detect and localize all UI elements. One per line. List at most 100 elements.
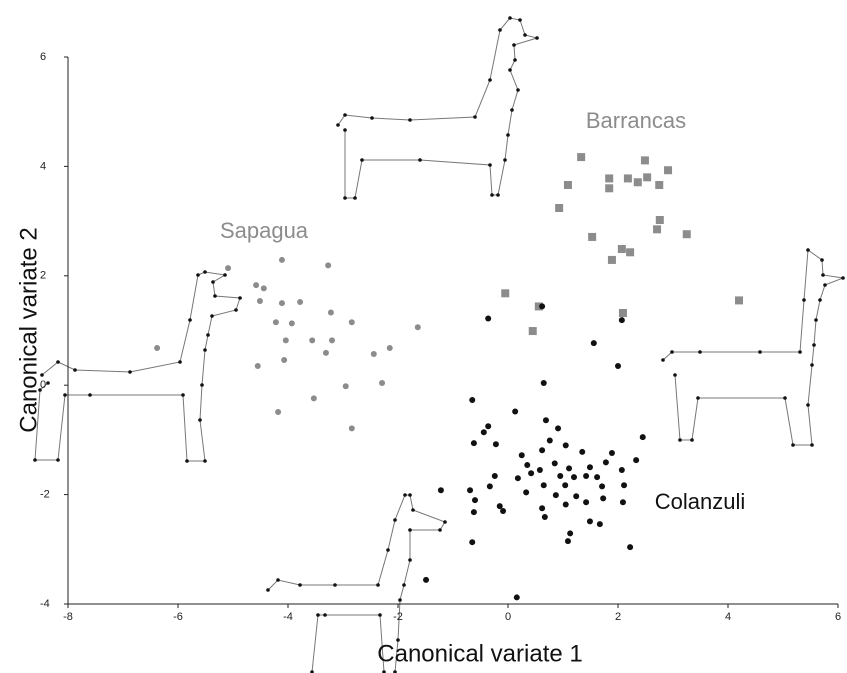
- llama-outline: [35, 272, 240, 461]
- point: [543, 417, 549, 423]
- point: [587, 464, 593, 470]
- point: [597, 521, 603, 527]
- point: [563, 442, 569, 448]
- point: [541, 482, 547, 488]
- point: [297, 299, 303, 305]
- point: [605, 184, 613, 192]
- point: [523, 489, 529, 495]
- x-tick-label: -6: [173, 611, 183, 623]
- point: [514, 594, 520, 600]
- point: [565, 538, 571, 544]
- llama-outline: [663, 250, 843, 445]
- point: [587, 518, 593, 524]
- point: [563, 501, 569, 507]
- point: [619, 317, 625, 323]
- point: [664, 166, 672, 174]
- point: [619, 309, 627, 317]
- point: [471, 440, 477, 446]
- point: [542, 514, 548, 520]
- point: [627, 544, 633, 550]
- point: [472, 497, 478, 503]
- point: [552, 460, 558, 466]
- point: [283, 337, 289, 343]
- point: [261, 285, 267, 291]
- point: [387, 345, 393, 351]
- point: [349, 319, 355, 325]
- point: [539, 447, 545, 453]
- point: [608, 256, 616, 264]
- point: [289, 320, 295, 326]
- point: [605, 174, 613, 182]
- point: [619, 467, 625, 473]
- point: [683, 230, 691, 238]
- y-axis-label: Canonical variate 2: [15, 227, 42, 432]
- x-tick-label: 4: [725, 611, 731, 623]
- point: [500, 508, 506, 514]
- point: [487, 483, 493, 489]
- point: [515, 475, 521, 481]
- point: [492, 473, 498, 479]
- x-tick-label: 2: [615, 611, 621, 623]
- point: [735, 296, 743, 304]
- x-tick-label: 0: [505, 611, 511, 623]
- point: [624, 174, 632, 182]
- point: [626, 248, 634, 256]
- y-tick-label: 2: [40, 270, 46, 282]
- point: [571, 474, 577, 480]
- point: [583, 499, 589, 505]
- y-tick-label: 0: [40, 379, 46, 391]
- x-tick-label: 6: [835, 611, 841, 623]
- point: [275, 409, 281, 415]
- point: [349, 425, 355, 431]
- x-axis-label: Canonical variate 1: [377, 640, 582, 667]
- point: [555, 425, 561, 431]
- point: [633, 457, 639, 463]
- llama-outline: [338, 18, 537, 198]
- point: [257, 298, 263, 304]
- y-tick-label: 4: [40, 160, 46, 172]
- point: [343, 383, 349, 389]
- point: [547, 437, 553, 443]
- point: [519, 452, 525, 458]
- point: [541, 380, 547, 386]
- point: [469, 397, 475, 403]
- group-label: Sapagua: [220, 218, 309, 243]
- x-tick-label: -8: [63, 611, 73, 623]
- group-label: Barrancas: [586, 108, 686, 133]
- point: [379, 380, 385, 386]
- group-label: Colanzuli: [655, 489, 746, 514]
- point: [603, 459, 609, 465]
- point: [539, 505, 545, 511]
- point: [621, 482, 627, 488]
- point: [562, 482, 568, 488]
- point: [579, 449, 585, 455]
- point: [528, 470, 534, 476]
- point: [609, 450, 615, 456]
- point: [467, 487, 473, 493]
- point: [600, 495, 606, 501]
- point: [485, 423, 491, 429]
- point: [539, 303, 545, 309]
- point: [557, 473, 563, 479]
- point: [553, 492, 559, 498]
- point: [415, 324, 421, 330]
- point: [323, 350, 329, 356]
- point: [634, 178, 642, 186]
- point: [493, 441, 499, 447]
- point: [564, 181, 572, 189]
- y-tick-label: 6: [40, 51, 46, 63]
- point: [640, 434, 646, 440]
- point: [653, 225, 661, 233]
- y-tick-label: -4: [40, 598, 50, 610]
- point: [279, 257, 285, 263]
- point: [537, 467, 543, 473]
- point: [328, 309, 334, 315]
- point: [154, 345, 160, 351]
- point: [591, 340, 597, 346]
- chart: Canonical variate 1 Canonical variate 2 …: [0, 0, 847, 673]
- point: [273, 319, 279, 325]
- point: [279, 300, 285, 306]
- point: [225, 265, 231, 271]
- point: [512, 408, 518, 414]
- point: [599, 483, 605, 489]
